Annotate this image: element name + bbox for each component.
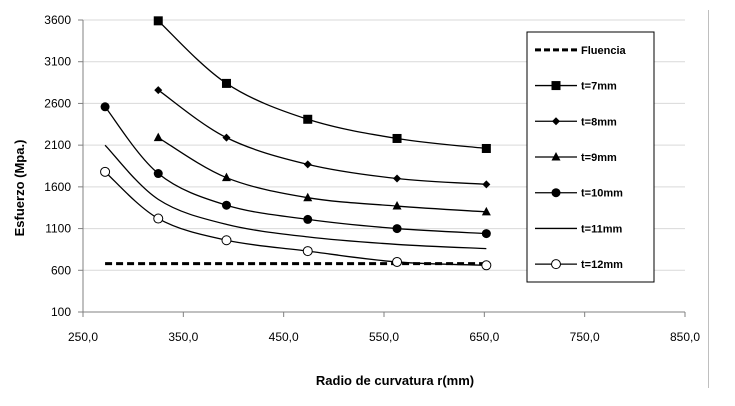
data-point	[153, 169, 163, 179]
grid-lines	[83, 19, 685, 271]
legend-marker	[551, 259, 561, 270]
y-tick-labels: 100 600 1100 1600 2100 2600 3100 3600	[44, 13, 71, 319]
series-line	[104, 106, 487, 235]
data-point	[303, 160, 312, 169]
series-t-9mm	[153, 132, 491, 216]
series-group	[100, 16, 492, 271]
legend-item: t=9mm	[535, 152, 617, 164]
legend-label: t=8mm	[581, 116, 617, 128]
data-point	[153, 213, 164, 224]
series-line	[157, 89, 487, 186]
legend-marker	[551, 81, 561, 91]
legend-item: t=11mm	[535, 223, 622, 235]
legend-item: t=8mm	[535, 116, 617, 128]
x-tick-label: 850,0	[670, 330, 700, 344]
data-point	[303, 192, 313, 202]
legend-label: t=9mm	[581, 152, 617, 164]
y-tick-label: 600	[51, 263, 71, 277]
series-t-10mm	[100, 102, 491, 239]
data-point	[392, 224, 402, 234]
data-point	[303, 114, 313, 124]
legend-label: t=10mm	[581, 188, 623, 200]
data-point	[392, 133, 402, 143]
data-point	[481, 143, 491, 153]
y-tick-label: 3100	[44, 55, 71, 69]
x-tick-label: 550,0	[369, 330, 399, 344]
data-point	[154, 86, 163, 95]
y-tick-label: 1600	[44, 180, 71, 194]
y-tick-label: 1100	[45, 222, 71, 236]
data-point	[393, 174, 402, 183]
data-point	[302, 246, 313, 257]
series-line	[104, 144, 487, 250]
data-point	[221, 78, 231, 88]
series-t-8mm	[154, 86, 491, 189]
legend-item: t=7mm	[535, 81, 617, 93]
y-tick-label: 100	[51, 305, 71, 319]
x-tick-labels: 250,0 350,0 450,0 550,0 650,0 750,0 850,0	[68, 330, 700, 344]
legend-label: Fluencia	[581, 45, 627, 57]
data-point	[303, 214, 313, 224]
x-tick-label: 450,0	[269, 330, 299, 344]
data-point	[100, 102, 110, 112]
data-point	[222, 133, 231, 142]
y-tick-label: 3600	[44, 13, 71, 27]
series-line	[157, 20, 487, 150]
y-axis-label: Esfuerzo (Mpa.)	[12, 140, 27, 237]
legend: Fluencia t=7mm t=8mm t=9mm t=10mm t=11mm t=12m…	[526, 31, 655, 283]
data-point	[392, 201, 402, 210]
legend-marker	[552, 117, 560, 126]
legend-item: t=10mm	[535, 188, 623, 200]
legend-marker	[551, 188, 561, 198]
series-line	[157, 137, 487, 213]
x-tick-label: 250,0	[68, 330, 98, 344]
data-point	[221, 200, 231, 210]
legend-marker	[551, 152, 561, 161]
data-point	[100, 166, 111, 177]
legend-label: t=11mm	[581, 223, 622, 235]
legend-label: t=7mm	[581, 81, 617, 93]
legend-item: t=12mm	[535, 259, 623, 271]
x-axis-label: Radio de curvatura r(mm)	[316, 373, 474, 388]
data-point	[153, 16, 163, 26]
legend-label: t=12mm	[581, 259, 623, 271]
y-tick-label: 2600	[44, 96, 71, 110]
data-point	[482, 180, 491, 189]
data-point	[221, 235, 232, 246]
legend-item: Fluencia	[535, 45, 627, 57]
y-tick-label: 2100	[44, 138, 71, 152]
data-point	[221, 172, 231, 182]
series-t-11mm	[104, 144, 487, 250]
data-point	[392, 256, 403, 267]
x-tick-label: 650,0	[469, 330, 499, 344]
right-edge-divider	[708, 10, 709, 388]
axes	[78, 19, 686, 317]
data-point	[481, 229, 491, 239]
series-t-7mm	[153, 16, 491, 153]
series-t-12mm	[100, 166, 492, 271]
x-tick-label: 350,0	[168, 330, 198, 344]
data-point	[153, 132, 163, 142]
data-point	[481, 206, 491, 216]
x-tick-label: 750,0	[570, 330, 600, 344]
data-point	[481, 260, 492, 271]
